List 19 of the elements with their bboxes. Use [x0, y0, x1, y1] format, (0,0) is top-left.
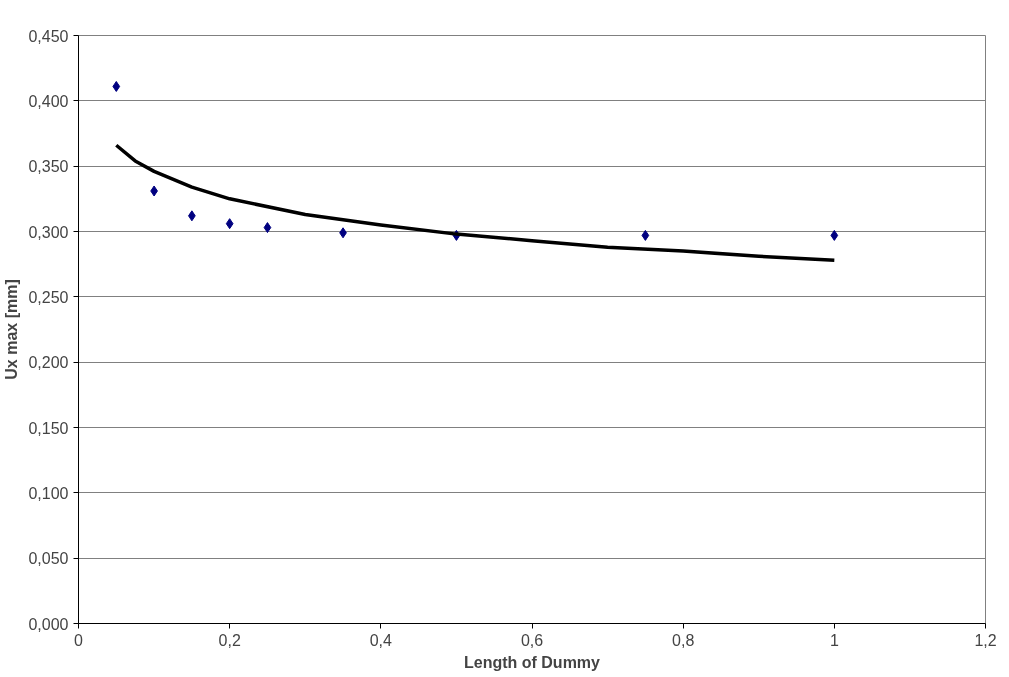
- y-tick-label: 0,400: [28, 92, 69, 110]
- y-tick-label: 0,300: [28, 223, 69, 241]
- y-tick-label: 0,350: [28, 158, 69, 176]
- x-tick-label: 1: [829, 631, 839, 649]
- y-axis-title: Ux max [mm]: [3, 279, 21, 380]
- y-tick-label: 0,000: [28, 615, 69, 633]
- y-tick-label: 0,050: [28, 550, 69, 568]
- x-tick-label: 0,4: [369, 631, 393, 649]
- x-tick-label: 0,8: [672, 631, 695, 649]
- y-tick-label: 0,450: [28, 27, 69, 45]
- x-tick-label: 1,2: [974, 631, 997, 649]
- y-tick-label: 0,250: [28, 288, 69, 306]
- x-tick-label: 0,2: [218, 631, 241, 649]
- x-tick-label: 0: [74, 631, 84, 649]
- y-tick-label: 0,150: [28, 419, 69, 437]
- x-axis-title: Length of Dummy: [464, 653, 601, 671]
- y-tick-label: 0,100: [28, 484, 69, 502]
- y-tick-label: 0,200: [28, 354, 69, 372]
- x-tick-label: 0,6: [520, 631, 544, 649]
